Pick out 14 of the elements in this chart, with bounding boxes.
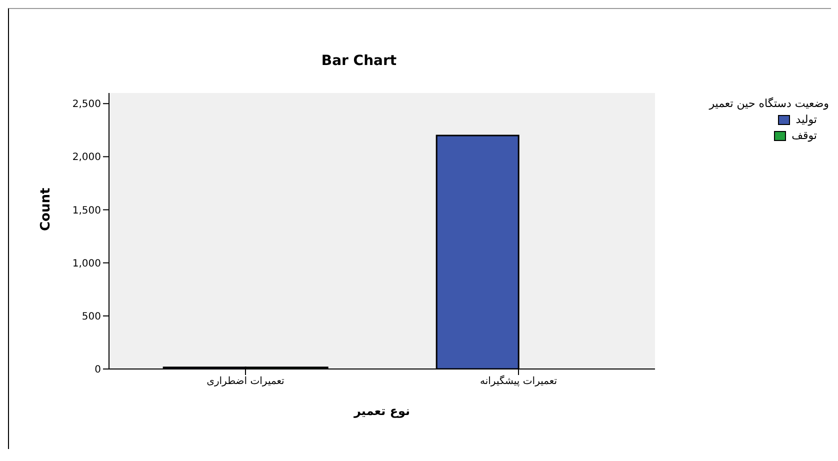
x-tick-label: تعمیرات پیشگیرانه: [480, 375, 558, 388]
chart-title: Bar Chart: [320, 53, 398, 69]
x-axis-title: نوع تعمیر: [352, 404, 410, 418]
y-tick-label: 1,000: [72, 258, 101, 270]
legend-label: تولید: [796, 113, 817, 126]
y-axis-title: Count: [38, 188, 54, 231]
y-tick-label: 0: [94, 364, 101, 376]
y-tick-label: 1,500: [72, 205, 101, 216]
legend-label: توقف: [792, 129, 817, 142]
legend-title: وضعیت دستگاه حین تعمیر: [708, 97, 829, 110]
y-tick-label: 500: [82, 311, 101, 322]
y-tick-label: 2,500: [72, 99, 101, 110]
x-tick-label: تعمیرات اضطراری: [206, 376, 285, 388]
y-tick-label: 2,000: [72, 152, 101, 164]
